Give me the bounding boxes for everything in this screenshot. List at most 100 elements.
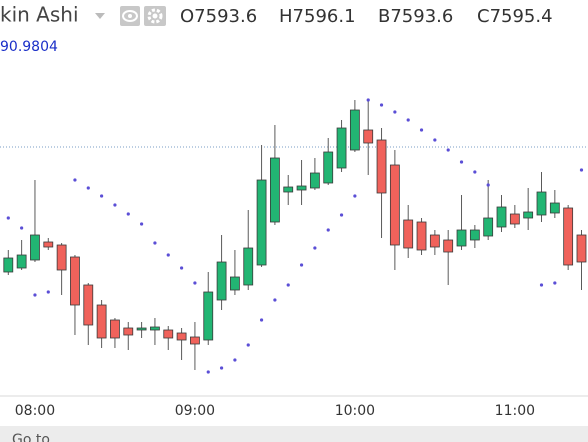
dropdown-caret[interactable]: [95, 13, 105, 19]
candle-body: [203, 291, 214, 341]
candle-body: [70, 256, 80, 306]
sar-dot: [206, 370, 210, 374]
sar-dot: [339, 213, 344, 217]
series-title: kin Ashi: [0, 3, 79, 27]
ohlc-number: 7593.6: [194, 6, 257, 27]
x-tick-label: 09:00: [175, 403, 215, 419]
sar-dot: [193, 281, 197, 285]
ohlc-number: 7596.1: [293, 6, 356, 27]
candle-body: [349, 109, 360, 151]
candle-body: [469, 229, 480, 241]
candle-body: [136, 327, 147, 331]
settings-icon[interactable]: [144, 6, 166, 26]
sar-dot: [379, 103, 384, 107]
ohlc-number: 7595.4: [490, 6, 553, 27]
candle-body: [523, 211, 534, 219]
sar-dot: [46, 290, 50, 294]
footer-bar: [0, 426, 588, 442]
candle-body: [363, 129, 374, 144]
candle-body: [3, 257, 14, 273]
ohlc-value: B7593.6: [378, 6, 453, 27]
candle-body: [496, 206, 507, 228]
candle-body: [56, 244, 67, 271]
candle-body: [216, 261, 227, 301]
sar-dot: [100, 194, 104, 198]
candle-body: [389, 164, 400, 246]
candle-body: [323, 151, 334, 184]
candle-body: [256, 179, 267, 266]
candle-body: [16, 254, 27, 269]
sar-dot: [246, 343, 250, 347]
candle-body: [456, 229, 467, 247]
candle-body: [376, 139, 387, 194]
sar-dot: [486, 183, 490, 187]
candle-body: [576, 234, 587, 263]
candle-body: [403, 219, 414, 249]
x-tick-label: 08:00: [15, 403, 55, 419]
legend-header: kin Ashi O7593.6 H7596.1 B7593.6 C7595.4: [0, 3, 553, 28]
candle-body: [416, 221, 427, 251]
candle-body: [509, 213, 520, 225]
sar-dot: [406, 118, 410, 122]
sar-dot: [233, 358, 237, 362]
candle-body: [150, 326, 160, 331]
ohlc-value: H7596.1: [279, 6, 356, 27]
sar-dot: [73, 178, 77, 182]
candle-body: [176, 332, 187, 341]
sar-dot: [259, 318, 264, 322]
sar-dot: [140, 222, 144, 226]
candle-body: [429, 234, 440, 248]
candle-body: [563, 207, 574, 266]
x-tick-label: 10:00: [335, 403, 375, 419]
sar-dot: [86, 186, 90, 190]
sar-dot: [166, 253, 170, 257]
sar-dot: [33, 293, 37, 297]
sar-dot: [473, 170, 477, 174]
indicator-value: 90.9804: [0, 39, 58, 55]
sar-dot: [20, 226, 24, 230]
candle-body: [443, 239, 454, 253]
sar-dot: [366, 98, 370, 102]
sar-dot: [539, 283, 544, 287]
ohlc-label: C: [477, 6, 490, 27]
sar-dot: [433, 138, 437, 142]
ohlc-label: H: [279, 6, 293, 27]
candle-body: [483, 217, 494, 237]
candle-body: [269, 157, 280, 223]
candle-body: [190, 336, 200, 345]
plot-area: [0, 98, 588, 374]
go-to-button[interactable]: Go to: [12, 432, 50, 442]
sar-dot: [299, 263, 304, 267]
sar-dot: [113, 203, 117, 207]
ohlc-label: O: [180, 6, 194, 27]
sar-dot: [446, 148, 450, 152]
ohlc-label: B: [378, 6, 390, 27]
sar-dot: [326, 228, 330, 232]
sar-dot: [273, 298, 277, 302]
ohlc-number: 7593.6: [390, 6, 453, 27]
sar-dot: [179, 266, 184, 270]
candle-body: [163, 329, 174, 339]
sar-dot: [6, 216, 10, 220]
candle-body: [283, 186, 294, 193]
candle-body: [43, 241, 54, 248]
candle-body: [296, 185, 307, 191]
x-tick-label: 11:00: [495, 403, 535, 419]
candle-body: [336, 127, 347, 169]
sar-dot: [393, 110, 397, 114]
sar-dot: [353, 194, 357, 198]
sar-dot: [126, 212, 130, 216]
candle-body: [536, 191, 547, 216]
sar-dot: [219, 366, 224, 370]
sar-dot: [313, 246, 317, 250]
candle-body: [83, 284, 94, 326]
sar-dot: [553, 281, 557, 285]
sar-dot: [459, 160, 464, 164]
sar-dot: [286, 283, 290, 287]
sar-dot: [579, 168, 584, 172]
candle-body: [96, 304, 107, 339]
sar-dot: [153, 241, 157, 245]
visibility-icon[interactable]: [120, 6, 140, 26]
candle-body: [309, 172, 320, 189]
